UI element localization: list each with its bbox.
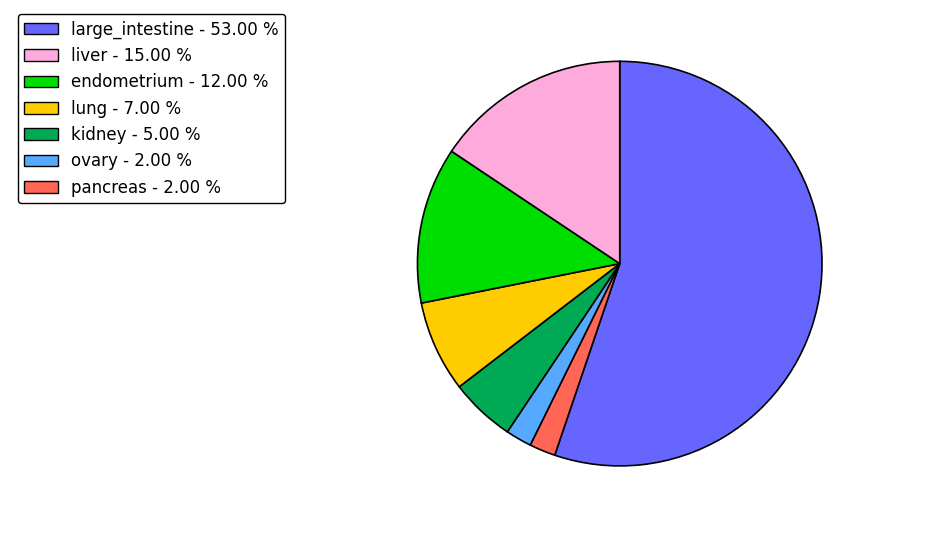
Wedge shape [531,264,620,455]
Wedge shape [452,61,620,264]
Wedge shape [422,264,620,387]
Wedge shape [459,264,620,432]
Wedge shape [507,264,620,445]
Legend: large_intestine - 53.00 %, liver - 15.00 %, endometrium - 12.00 %, lung - 7.00 %: large_intestine - 53.00 %, liver - 15.00… [18,13,285,203]
Wedge shape [555,61,822,466]
Wedge shape [418,151,620,303]
